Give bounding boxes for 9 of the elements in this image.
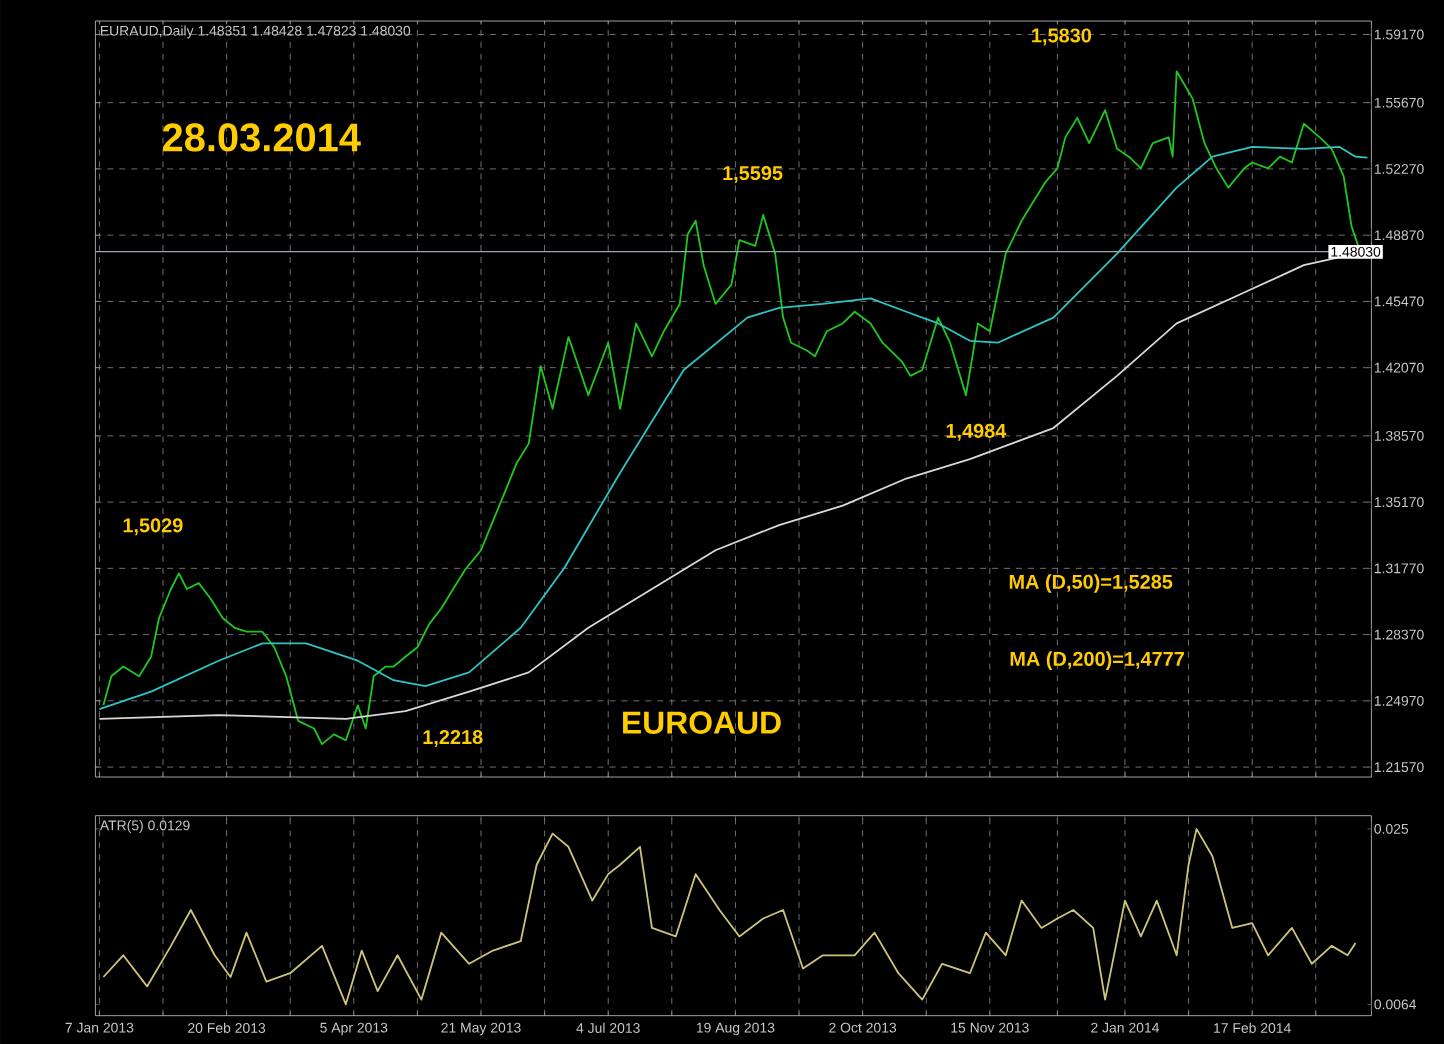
annotation: 28.03.2014: [162, 123, 361, 152]
annotation: MA (D,50)=1,5285: [1009, 574, 1173, 593]
annotation: 1,5029: [123, 518, 183, 536]
annotation: 1,4984: [946, 423, 1007, 441]
annotation: 1,2218: [423, 729, 483, 747]
annotation: 1,5830: [1032, 28, 1092, 46]
annotation: 1,5595: [723, 166, 783, 184]
annotation: EUROAUD: [623, 711, 781, 734]
annotation: MA (D,200)=1,4777: [1010, 651, 1184, 670]
